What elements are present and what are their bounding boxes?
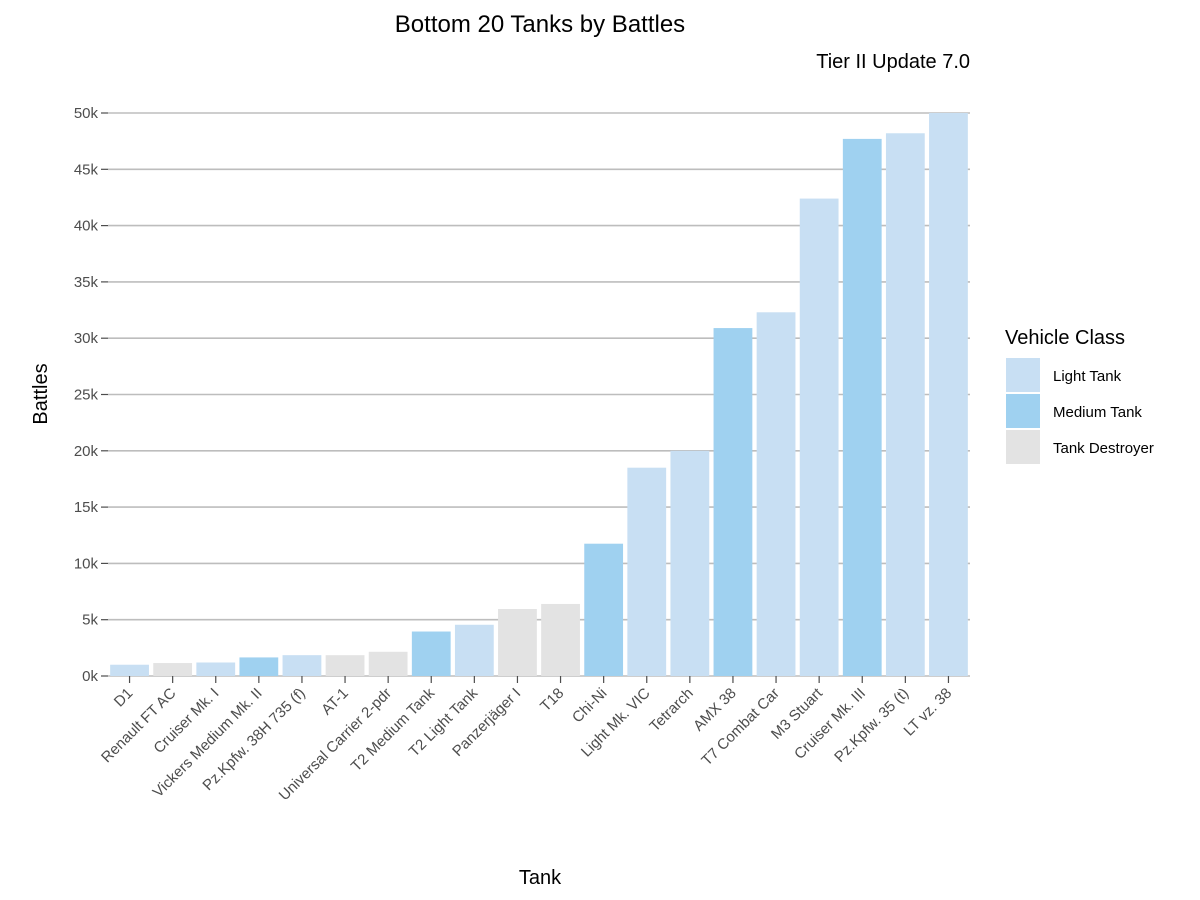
legend-swatch (1006, 394, 1040, 428)
bar (929, 113, 968, 676)
gridlines (108, 112, 970, 677)
y-axis-ticks: 0k 5k 10k 15k 20k 25k 30k 35k 40k 45k 50k (74, 105, 108, 685)
bars (110, 113, 968, 677)
y-tick-label: 10k (74, 555, 99, 572)
bar (325, 655, 365, 676)
x-tick-label: Chi-Ni (569, 685, 610, 726)
legend-swatch (1006, 358, 1040, 392)
x-tick-label: Renault FT AC (98, 685, 180, 767)
bar (799, 198, 839, 677)
bar (454, 624, 494, 676)
y-tick-label: 20k (74, 443, 99, 460)
legend-swatch (1006, 430, 1040, 464)
x-tick-label: T7 Combat Car (698, 685, 783, 770)
bar (411, 631, 451, 676)
bar (196, 662, 236, 676)
y-axis-title: Battles (30, 363, 52, 424)
bar (842, 138, 882, 676)
x-axis-title: Tank (519, 867, 562, 889)
x-tick-label: D1 (111, 685, 137, 711)
bar (713, 328, 753, 676)
bar (670, 450, 710, 676)
legend-label: Medium Tank (1053, 404, 1142, 421)
bar (239, 657, 279, 676)
y-tick-label: 45k (74, 161, 99, 178)
bar (282, 655, 322, 676)
y-tick-label: 50k (74, 105, 99, 122)
legend-label: Light Tank (1053, 368, 1122, 385)
x-tick-label: Pz.Kpfw. 35 (t) (831, 685, 912, 766)
x-tick-label: AT-1 (318, 685, 352, 719)
bar (541, 603, 580, 676)
chart-subtitle: Tier II Update 7.0 (816, 51, 970, 73)
bar (584, 543, 624, 676)
x-tick-label: LT vz. 38 (901, 685, 956, 740)
legend-title: Vehicle Class (1005, 327, 1125, 349)
bar (368, 651, 408, 676)
legend: Vehicle Class Light Tank Medium Tank Tank … (1005, 327, 1154, 464)
chart-title: Bottom 20 Tanks by Battles (395, 11, 685, 38)
bar (153, 663, 193, 676)
x-tick-label: T18 (537, 685, 567, 715)
y-tick-label: 15k (74, 499, 99, 516)
x-tick-label: Tetrarch (646, 685, 696, 735)
y-tick-label: 0k (82, 668, 98, 685)
y-tick-label: 40k (74, 218, 99, 235)
y-tick-label: 35k (74, 274, 99, 291)
bar (498, 609, 537, 676)
y-tick-label: 5k (82, 612, 98, 629)
bar (627, 467, 667, 676)
y-tick-label: 30k (74, 330, 99, 347)
y-tick-label: 25k (74, 387, 99, 404)
bar (885, 133, 925, 676)
bar (110, 664, 149, 676)
bar (756, 312, 796, 676)
legend-label: Tank Destroyer (1053, 440, 1154, 457)
